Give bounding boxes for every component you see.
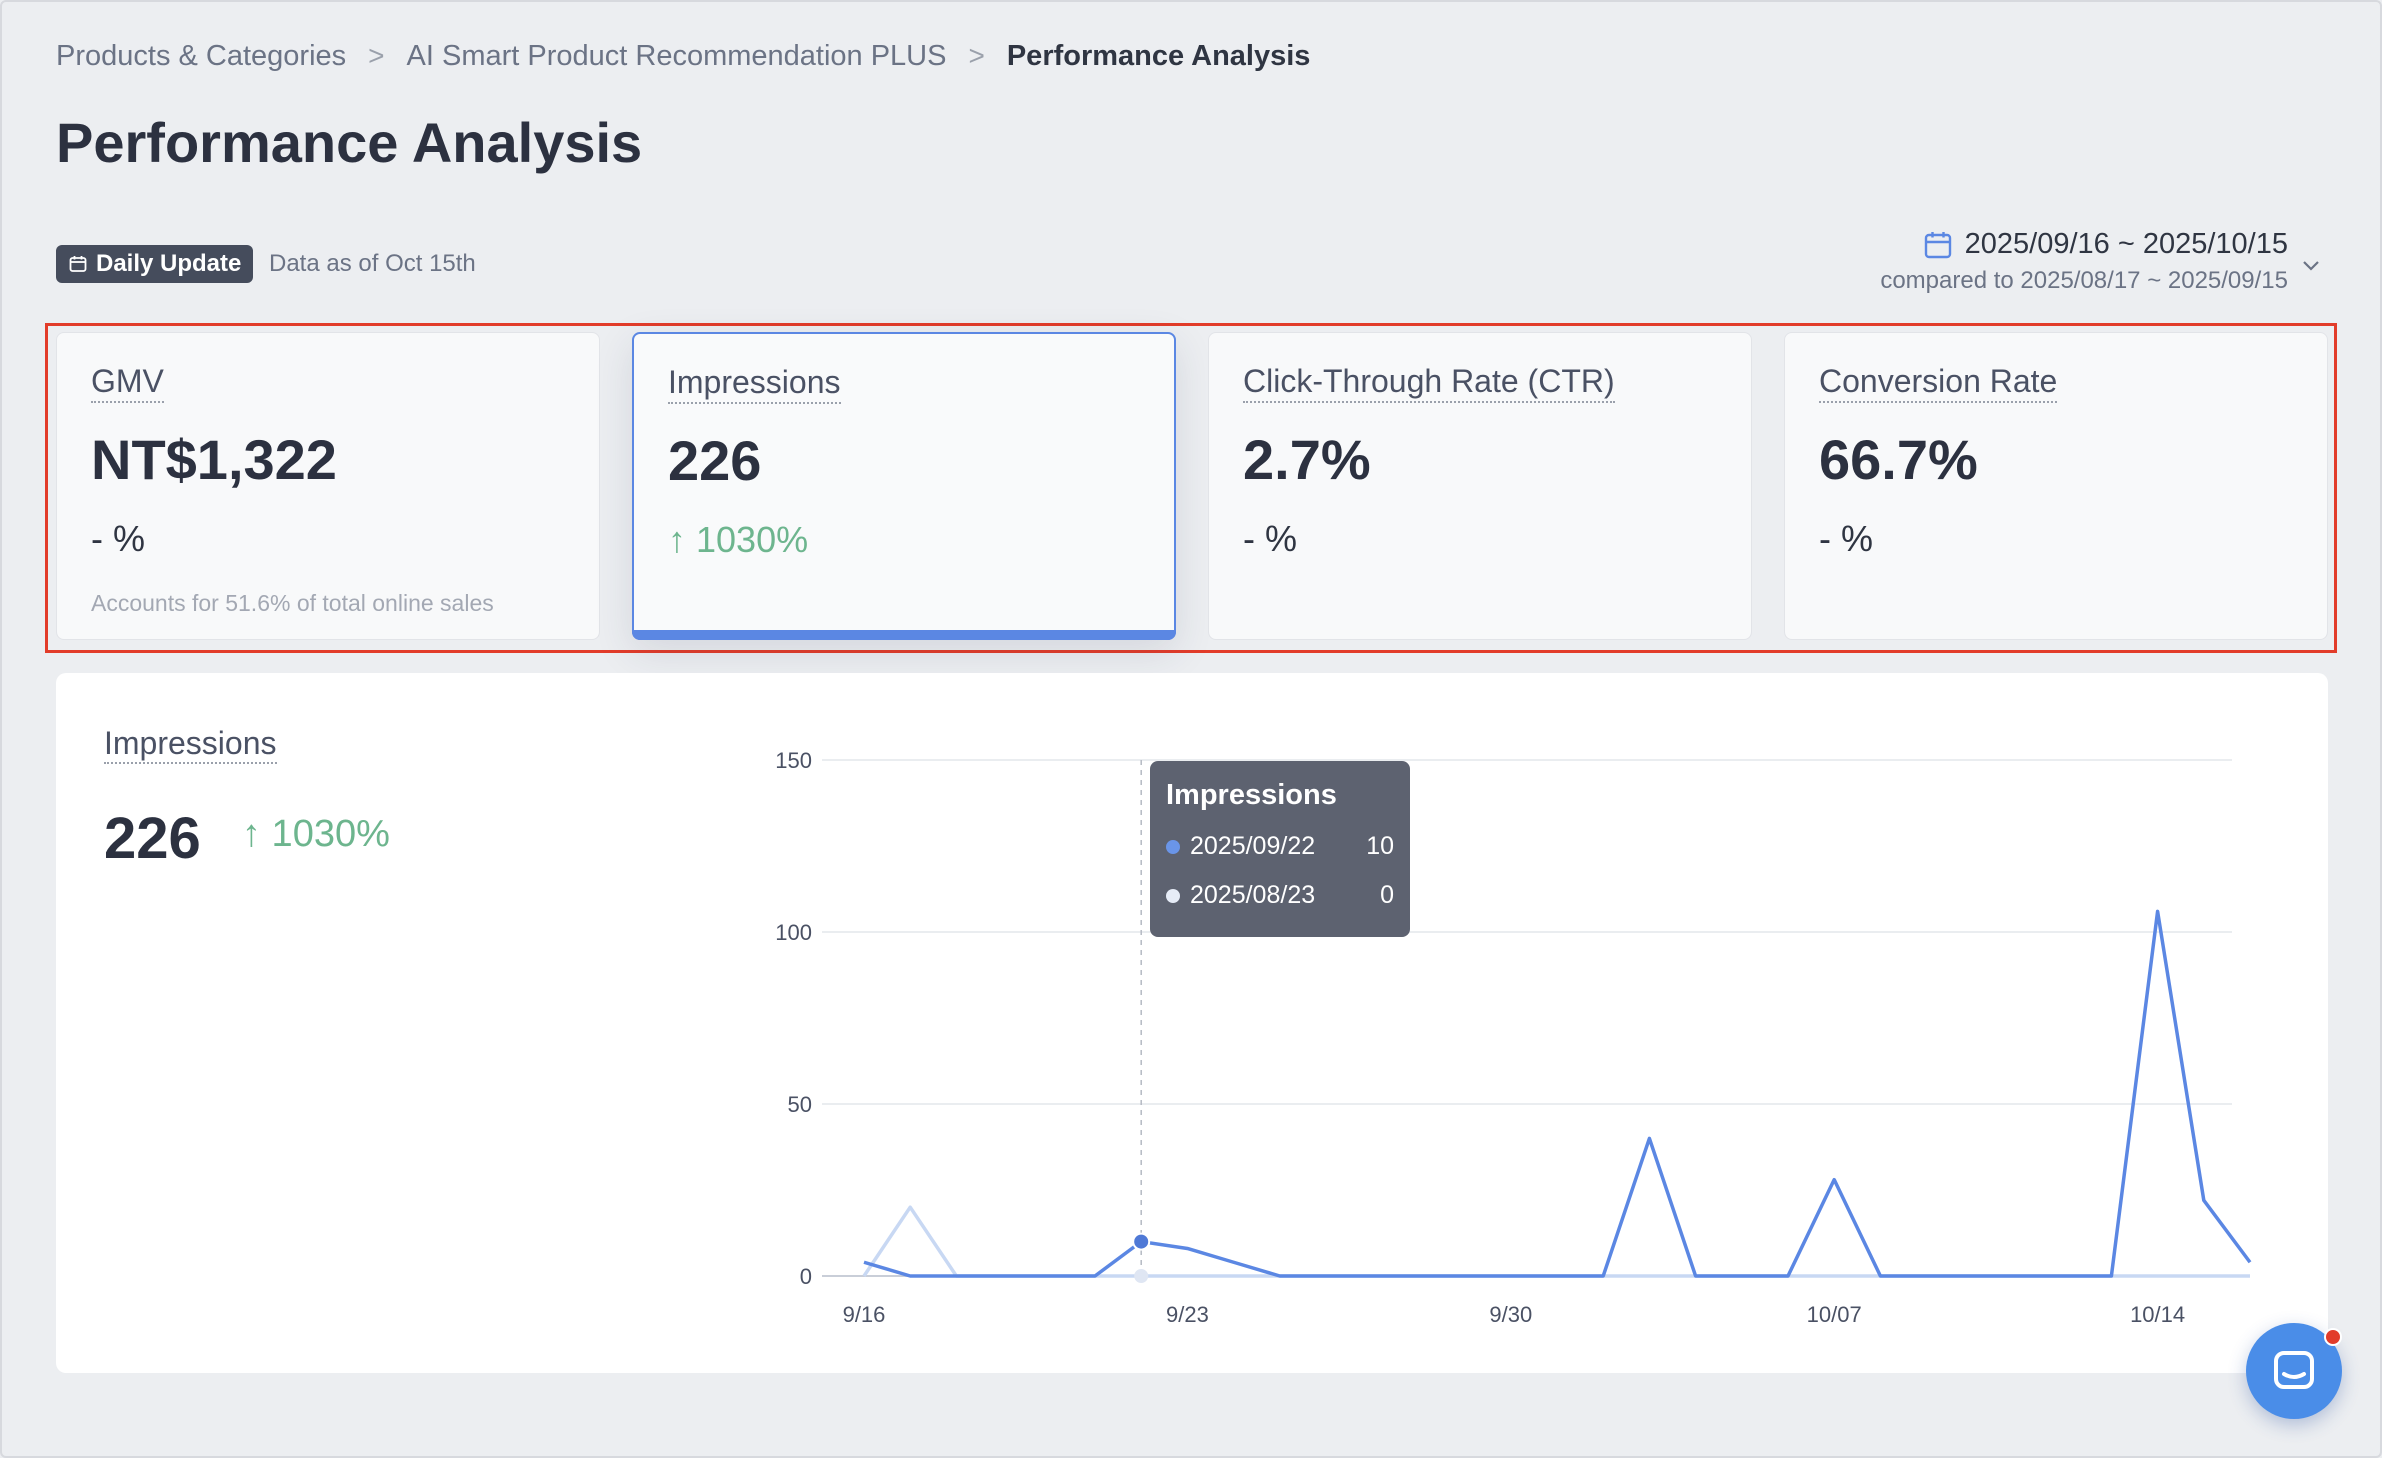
page-title: Performance Analysis [56, 111, 643, 174]
date-range-compare: compared to 2025/08/17 ~ 2025/09/15 [1880, 267, 2288, 294]
tooltip-date: 2025/08/23 [1190, 881, 1316, 909]
x-tick-label: 9/23 [1166, 1302, 1209, 1327]
chevron-down-icon[interactable] [2300, 254, 2322, 276]
chevron-right-icon: > [368, 40, 385, 71]
calendar-icon [1924, 231, 1951, 258]
metrics-highlight-box [45, 323, 2337, 653]
current-series-dot [1166, 839, 1180, 854]
tooltip-row: 2025/09/22 10 [1166, 832, 1394, 861]
chat-icon [2274, 1351, 2314, 1389]
metric-card-gmv[interactable]: GMV NT$1,322 - % Accounts for 51.6% of t… [56, 332, 600, 640]
calendar-icon [69, 256, 87, 272]
metric-value: 2.7% [1243, 428, 1371, 491]
breadcrumb-ai-recommendation[interactable]: AI Smart Product Recommendation PLUS [406, 39, 947, 72]
hover-point-previous [1134, 1269, 1149, 1283]
metric-label: Click-Through Rate (CTR) [1243, 363, 1615, 403]
metric-value: 66.7% [1819, 428, 1978, 491]
breadcrumb-products-categories[interactable]: Products & Categories [56, 39, 347, 72]
x-tick-label: 9/16 [843, 1302, 886, 1327]
date-range-value: 2025/09/16 ~ 2025/10/15 [1964, 228, 2288, 260]
metric-delta: - % [91, 518, 145, 559]
breadcrumb: Products & Categories > AI Smart Product… [56, 38, 1310, 74]
metric-delta: - % [1243, 518, 1297, 559]
daily-update-label: Daily Update [96, 250, 242, 277]
metric-delta: ↑ 1030% [668, 519, 809, 560]
panel-delta: ↑ 1030% [242, 813, 390, 855]
series-line-previous [862, 1205, 2250, 1278]
metric-card-conversion-rate[interactable]: Conversion Rate 66.7% - % [1784, 332, 2328, 640]
tooltip-date: 2025/09/22 [1190, 832, 1316, 860]
metric-label: GMV [91, 363, 164, 403]
tooltip-value: 10 [1366, 832, 1394, 860]
x-tick-label: 10/14 [2130, 1302, 2185, 1327]
panel-label: Impressions [104, 725, 277, 764]
metric-delta: - % [1819, 518, 1873, 559]
x-tick-label: 10/07 [1807, 1302, 1862, 1327]
chart-tooltip: Impressions 2025/09/22 10 2025/08/23 0 [1150, 761, 1410, 937]
metric-card-ctr[interactable]: Click-Through Rate (CTR) 2.7% - % [1208, 332, 1752, 640]
tooltip-title: Impressions [1166, 779, 1337, 811]
y-tick-label: 50 [788, 1092, 812, 1117]
date-range-picker[interactable]: 2025/09/16 ~ 2025/10/15 compared to 2025… [1880, 228, 2288, 295]
series-line-current [863, 909, 2252, 1278]
metric-label: Impressions [668, 364, 841, 404]
y-tick-label: 100 [775, 920, 812, 945]
tooltip-row: 2025/08/23 0 [1166, 881, 1394, 910]
daily-update-badge: Daily Update [56, 245, 254, 283]
metric-label: Conversion Rate [1819, 363, 2058, 403]
y-tick-label: 0 [800, 1264, 812, 1289]
hover-point-current [1132, 1232, 1151, 1251]
data-as-of-text: Data as of Oct 15th [269, 250, 476, 277]
panel-value: 226 [104, 806, 201, 871]
metric-note: Accounts for 51.6% of total online sales [91, 590, 494, 616]
notification-dot [2324, 1328, 2342, 1346]
metric-value: 226 [668, 429, 762, 492]
y-tick-label: 150 [775, 748, 812, 773]
breadcrumb-current: Performance Analysis [1006, 39, 1311, 72]
x-tick-label: 9/30 [1489, 1302, 1532, 1327]
tooltip-value: 0 [1380, 881, 1394, 909]
chevron-right-icon: > [968, 40, 985, 71]
metric-value: NT$1,322 [91, 428, 337, 491]
previous-series-dot [1166, 888, 1180, 903]
metric-card-impressions[interactable]: Impressions 226 ↑ 1030% [632, 332, 1176, 640]
